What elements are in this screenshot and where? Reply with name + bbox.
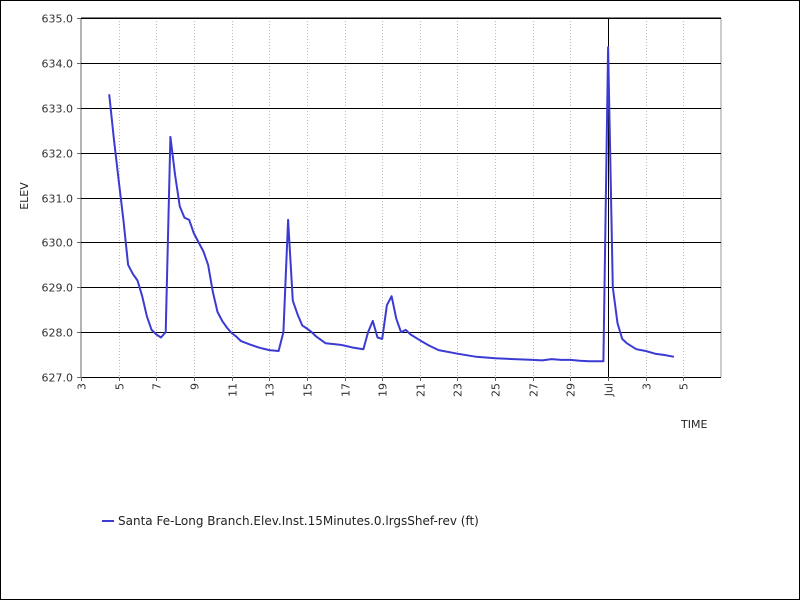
legend: Santa Fe-Long Branch.Elev.Inst.15Minutes… [102, 514, 479, 528]
x-tick-label: 29 [565, 383, 578, 397]
x-axis-label: TIME [680, 418, 707, 431]
y-tick-label: 629.0 [42, 282, 74, 295]
x-tick-label: 23 [452, 383, 465, 397]
series-line [108, 46, 675, 363]
x-tick-label: 13 [264, 383, 277, 397]
y-axis-label: ELEV [18, 182, 31, 210]
x-tick-label: 5 [114, 383, 127, 390]
y-tick-label: 628.0 [42, 327, 74, 340]
grid [80, 17, 722, 378]
y-tick-label: 627.0 [42, 372, 74, 385]
legend-swatch [102, 520, 114, 522]
x-tick-label: 27 [528, 383, 541, 397]
x-tick-label: 21 [415, 383, 428, 397]
x-tick-label: 7 [151, 383, 164, 390]
x-tick-label: 3 [76, 383, 89, 390]
y-tick-label: 631.0 [42, 193, 74, 206]
x-tick-label: 17 [340, 383, 353, 397]
x-tick-label: 15 [302, 383, 315, 397]
y-tick-label: 635.0 [42, 13, 74, 26]
axis-ticks: 3 5 7 9 11 13 15 17 19 21 23 25 27 29 Jul 3 5 627.0 628.0 6… [42, 13, 691, 398]
legend-label: Santa Fe-Long Branch.Elev.Inst.15Minutes… [118, 514, 479, 528]
x-tick-label: 9 [189, 383, 202, 390]
x-tick-label: Jul [603, 383, 616, 397]
x-tick-label: 11 [227, 383, 240, 397]
x-tick-label: 5 [678, 383, 691, 390]
x-tick-label: 19 [377, 383, 390, 397]
x-tick-label: 3 [641, 383, 654, 390]
x-tick-label: 25 [490, 383, 503, 397]
y-tick-label: 632.0 [42, 148, 74, 161]
y-tick-label: 630.0 [42, 237, 74, 250]
y-tick-label: 633.0 [42, 103, 74, 116]
y-tick-label: 634.0 [42, 58, 74, 71]
